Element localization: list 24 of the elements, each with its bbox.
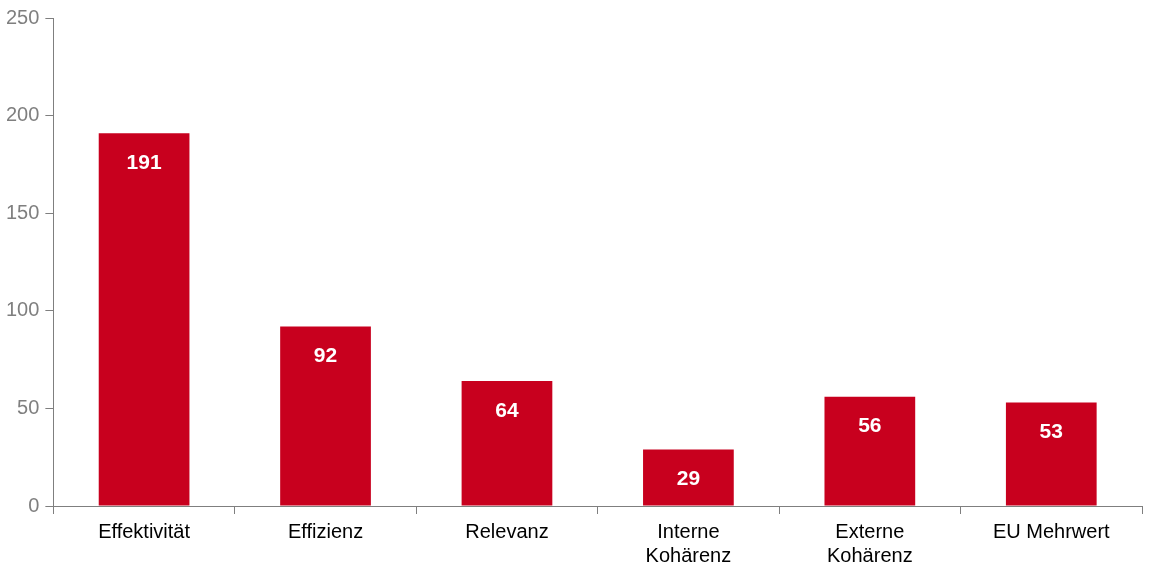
y-tick-label: 200 — [5, 103, 40, 126]
x-tick-label: EU Mehrwert — [992, 519, 1111, 542]
y-tick-label: 0 — [28, 493, 40, 516]
data-label: 29 — [676, 466, 701, 490]
bar — [280, 326, 371, 506]
x-tick-label: Relevanz — [465, 519, 549, 542]
y-tick-label: 100 — [5, 298, 40, 321]
y-tick-label: 250 — [5, 5, 40, 28]
data-label: 92 — [313, 343, 338, 367]
data-label: 53 — [1039, 419, 1063, 443]
y-tick-label: 50 — [17, 395, 40, 418]
data-label: 191 — [126, 149, 162, 173]
x-tick-label: Externe Kohärenz — [827, 519, 913, 566]
bar — [98, 133, 190, 506]
x-tick-label: Effektivität — [98, 519, 191, 542]
data-label: 56 — [858, 413, 882, 437]
data-label: 64 — [495, 397, 519, 421]
x-tick-label: Effizienz — [287, 519, 364, 542]
y-tick-label: 150 — [5, 200, 40, 223]
bar — [461, 381, 553, 506]
x-tick-label: Interne Kohärenz — [645, 519, 732, 566]
bar — [1005, 402, 1097, 506]
bar — [643, 449, 734, 506]
bar — [824, 396, 916, 506]
